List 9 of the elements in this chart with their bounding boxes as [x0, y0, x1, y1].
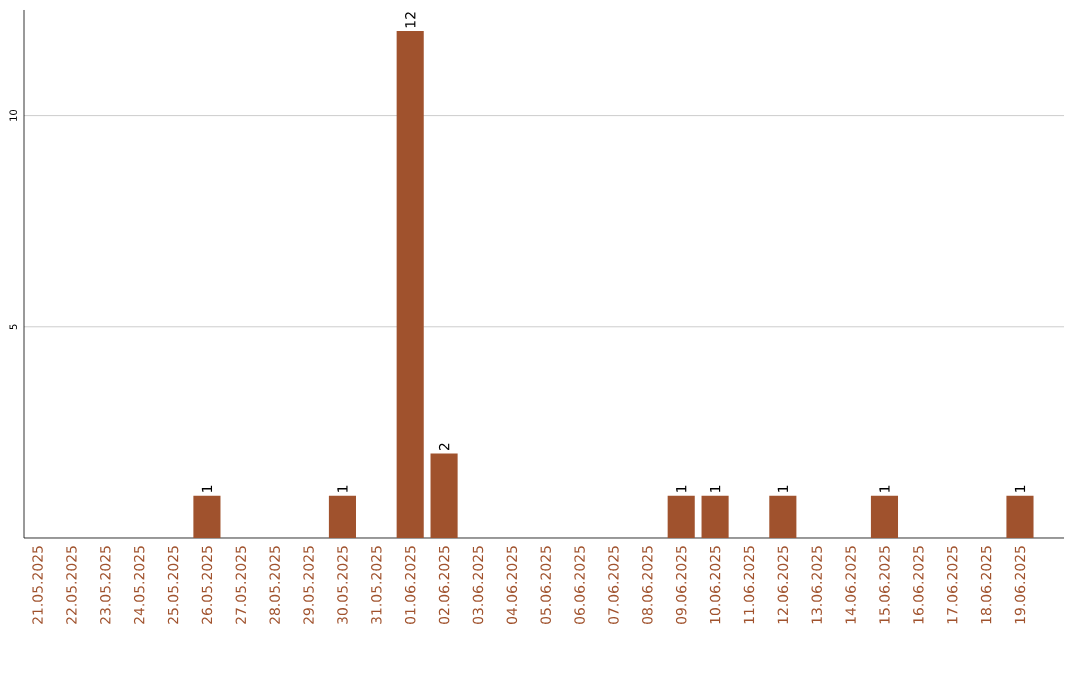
bar: [667, 495, 695, 538]
bar: [1006, 495, 1034, 538]
bar: [193, 495, 221, 538]
bar: [430, 453, 458, 538]
bar: [701, 495, 729, 538]
bar: [769, 495, 797, 538]
bar: [396, 31, 424, 538]
bar: [328, 495, 356, 538]
bar: [870, 495, 899, 538]
